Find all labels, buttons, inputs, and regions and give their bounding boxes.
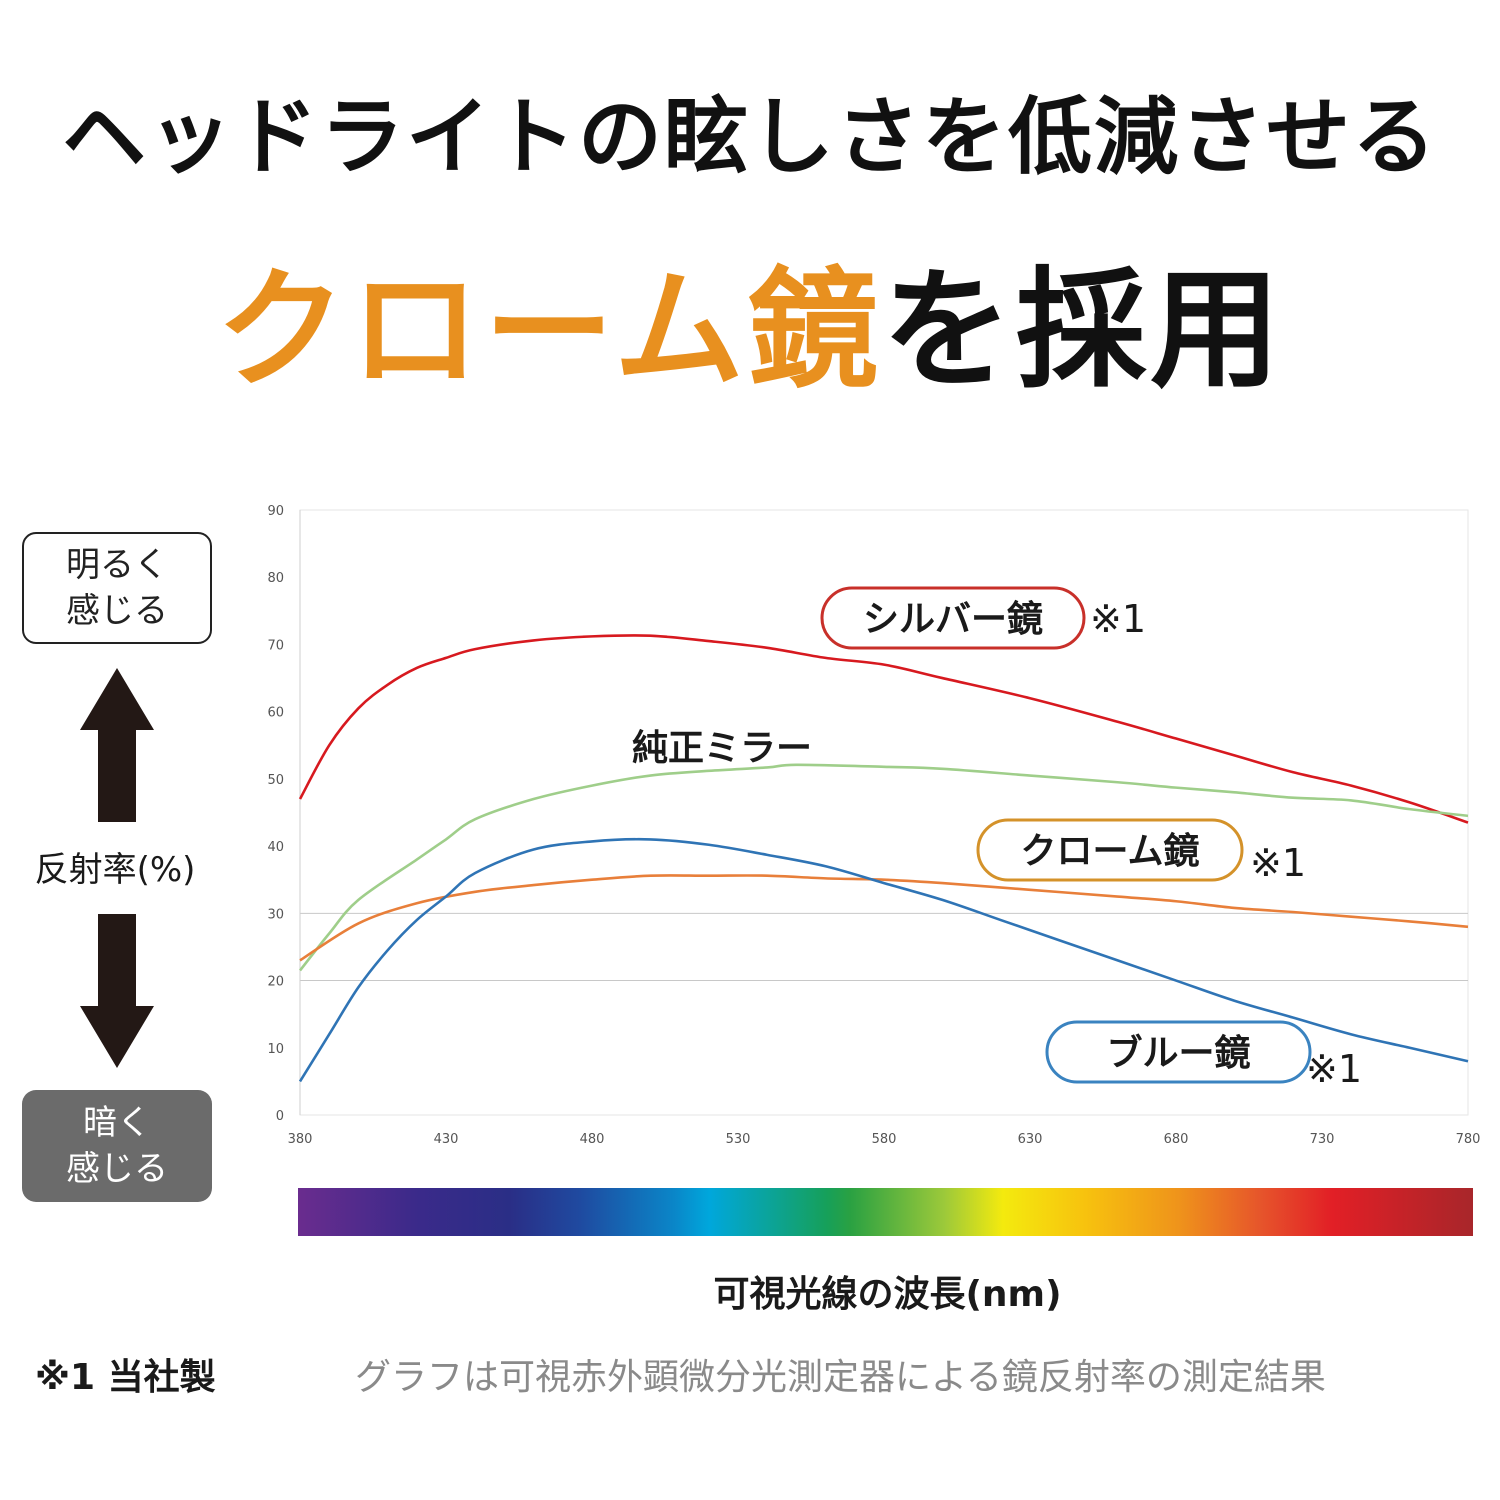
- series-line: [298, 634, 1469, 824]
- y-tick-label: 20: [267, 975, 284, 990]
- headline-highlight: クローム鏡: [215, 254, 883, 406]
- arrow-down-icon: [80, 914, 154, 1068]
- series-line: [298, 837, 1469, 1083]
- dark-label: 暗く 感じる: [66, 1103, 168, 1189]
- series-label-box: [1045, 1020, 1312, 1084]
- x-tick-label: 680: [1164, 1132, 1189, 1147]
- y-tick-label: 90: [267, 504, 284, 519]
- series-label-box: [976, 818, 1244, 882]
- arrow-up-icon: [80, 668, 154, 822]
- series-label: ブルー鏡: [1106, 1032, 1250, 1074]
- y-tick-label: 80: [267, 571, 284, 586]
- x-tick-label: 380: [288, 1132, 313, 1147]
- series-note: ※1: [1250, 841, 1306, 885]
- x-axis-label: 可視光線の波長(nm): [713, 1274, 1062, 1315]
- headline: ヘッドライトの眩しさを低減させる: [61, 88, 1438, 186]
- y-axis-label: 反射率(%): [34, 850, 196, 890]
- x-tick-label: 480: [580, 1132, 605, 1147]
- source-note: グラフは可視赤外顕微分光測定器による鏡反射率の測定結果: [355, 1357, 1326, 1398]
- series-note: ※1: [1090, 597, 1146, 641]
- reflectance-chart: 0 10 20 30 40 50 60 70 80 90 380 430 480 530 580 630 680…: [267, 504, 1481, 1147]
- x-tick-label: 530: [726, 1132, 751, 1147]
- x-tick-label: 780: [1456, 1132, 1481, 1147]
- dark-box: 暗く 感じる: [22, 1090, 212, 1202]
- series-label: 純正ミラー: [632, 728, 812, 769]
- subheadline: クローム鏡を採用: [0, 225, 1500, 413]
- bright-box: 明るく 感じる: [22, 532, 212, 644]
- footnote: ※1 当社製: [35, 1357, 216, 1398]
- bright-label: 明るく 感じる: [66, 545, 168, 631]
- x-tick-label: 430: [434, 1132, 459, 1147]
- y-tick-label: 70: [267, 638, 284, 653]
- y-tick-label: 0: [276, 1109, 284, 1124]
- series-label: クローム鏡: [1021, 831, 1200, 872]
- y-tick-label: 10: [267, 1042, 284, 1057]
- y-tick-label: 60: [267, 706, 284, 721]
- series-label-box: [820, 586, 1086, 650]
- x-tick-label: 730: [1310, 1132, 1335, 1147]
- headline-rest: を採用: [882, 254, 1285, 406]
- y-tick-label: 30: [267, 907, 284, 922]
- y-tick-label: 40: [267, 840, 284, 855]
- series-label: シルバー鏡: [863, 599, 1043, 640]
- visible-spectrum-bar: [298, 1188, 1473, 1236]
- series-line: [299, 874, 1469, 962]
- series-note: ※1: [1306, 1047, 1362, 1091]
- x-tick-label: 580: [872, 1132, 897, 1147]
- y-tick-label: 50: [267, 773, 284, 788]
- x-tick-label: 630: [1018, 1132, 1043, 1147]
- series-line: [298, 763, 1469, 972]
